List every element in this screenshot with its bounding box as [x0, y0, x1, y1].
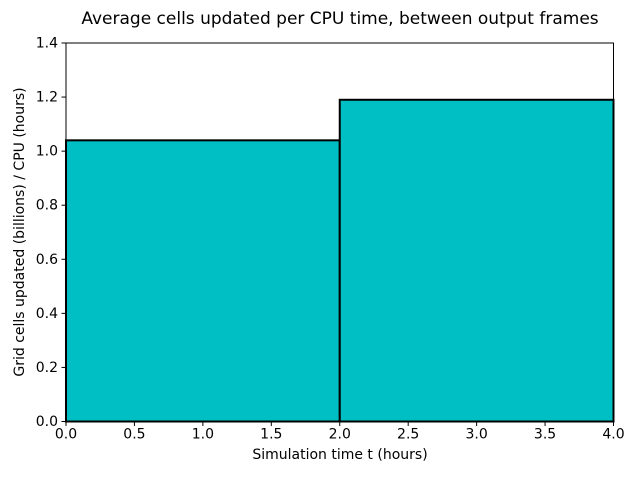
y-tick-label-3: 0.6: [36, 252, 58, 268]
x-tick-label-8: 4.0: [602, 427, 624, 443]
x-tick-label-6: 3.0: [465, 427, 487, 443]
x-tick-label-4: 2.0: [329, 427, 351, 443]
x-tick-label-7: 3.5: [534, 427, 556, 443]
y-tick-label-5: 1.0: [36, 144, 58, 160]
x-tick-label-0: 0.0: [55, 427, 77, 443]
y-tick-label-6: 1.2: [36, 90, 58, 106]
bar-0: [65, 139, 341, 423]
x-tick-label-3: 1.5: [260, 427, 282, 443]
chart-title: Average cells updated per CPU time, betw…: [81, 9, 599, 29]
x-tick-label-2: 1.0: [192, 427, 214, 443]
y-tick-label-0: 0.0: [36, 414, 58, 430]
x-axis-label: Simulation time t (hours): [252, 447, 428, 463]
y-tick-label-2: 0.4: [36, 306, 58, 322]
y-axis-label: Grid cells updated (billions) / CPU (hou…: [12, 87, 28, 377]
bar-1: [338, 98, 615, 423]
x-tick-label-1: 0.5: [123, 427, 145, 443]
y-tick-label-4: 0.8: [36, 198, 58, 214]
y-tick-label-7: 1.4: [36, 36, 58, 52]
y-tick-label-1: 0.2: [36, 360, 58, 376]
x-tick-label-5: 2.5: [397, 427, 419, 443]
